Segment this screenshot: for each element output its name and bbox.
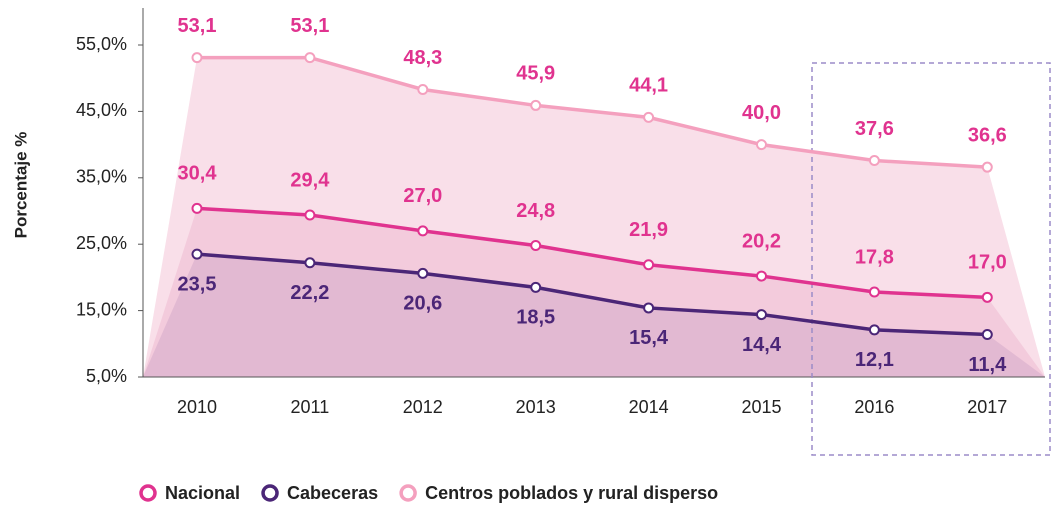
data-label: 12,1 [855, 349, 894, 371]
marker [756, 309, 767, 321]
marker [981, 329, 993, 341]
x-tick-label: 2011 [291, 397, 330, 417]
data-label: 53,1 [290, 15, 329, 37]
data-label: 18,5 [516, 307, 555, 329]
marker [643, 302, 655, 314]
highlight-box [811, 62, 1051, 456]
data-label: 29,4 [290, 169, 330, 191]
data-label: 20,6 [403, 293, 442, 315]
x-tick-label: 2016 [854, 397, 894, 417]
marker [643, 111, 655, 123]
y-tick-label: 15,0% [76, 299, 127, 319]
marker [191, 202, 203, 214]
marker [304, 52, 316, 64]
data-label: 53,1 [178, 15, 217, 37]
x-tick-label: 2015 [741, 397, 781, 417]
x-tick-label: 2017 [967, 397, 1007, 417]
marker [981, 161, 993, 173]
data-label: 17,0 [968, 252, 1007, 274]
line [196, 206, 988, 300]
legend-label: Cabeceras [287, 483, 378, 503]
y-tick-label: 45,0% [76, 100, 127, 120]
data-label: 20,2 [742, 230, 781, 252]
y-tick-label: 35,0% [76, 167, 127, 187]
legend-label: Centros poblados y rural disperso [425, 483, 718, 503]
data-label: 14,4 [742, 334, 782, 356]
data-label: 23,5 [178, 273, 217, 295]
data-label: 24,8 [516, 200, 555, 222]
data-label: 40,0 [742, 102, 781, 124]
data-label: 11,4 [968, 354, 1007, 376]
marker [530, 240, 542, 252]
area [143, 254, 1045, 377]
data-label: 15,4 [629, 327, 669, 349]
y-tick-label: 25,0% [76, 233, 127, 253]
marker [191, 52, 203, 64]
marker [530, 99, 542, 111]
marker [191, 248, 203, 260]
data-label: 44,1 [629, 75, 668, 97]
data-label: 22,2 [290, 282, 329, 304]
marker [868, 286, 880, 298]
y-axis-label: Porcentaje % [11, 132, 30, 239]
x-tick-label: 2010 [177, 397, 217, 417]
x-tick-label: 2014 [629, 397, 669, 417]
marker [756, 270, 767, 282]
legend-label: Nacional [165, 483, 240, 503]
data-label: 45,9 [516, 63, 555, 85]
legend-marker [261, 484, 279, 502]
data-label: 48,3 [403, 47, 442, 69]
y-tick-label: 5,0% [86, 366, 127, 386]
marker [643, 259, 655, 271]
marker [304, 257, 316, 269]
data-label: 36,6 [968, 124, 1007, 146]
marker [868, 155, 880, 167]
x-tick-label: 2013 [516, 397, 556, 417]
marker [417, 225, 429, 237]
legend-marker [399, 484, 417, 502]
data-label: 21,9 [629, 219, 668, 241]
marker [417, 267, 429, 279]
legend-marker [139, 484, 157, 502]
marker [868, 324, 880, 336]
marker [530, 281, 542, 293]
marker [417, 83, 429, 95]
data-label: 27,0 [403, 185, 442, 207]
data-label: 37,6 [855, 118, 894, 140]
marker [756, 139, 767, 151]
x-tick-label: 2012 [403, 397, 443, 417]
y-tick-label: 55,0% [76, 34, 127, 54]
line [197, 55, 988, 169]
line [196, 252, 988, 337]
marker [981, 291, 993, 303]
marker [304, 209, 316, 221]
data-label: 30,4 [178, 163, 218, 185]
data-label: 17,8 [855, 246, 894, 268]
